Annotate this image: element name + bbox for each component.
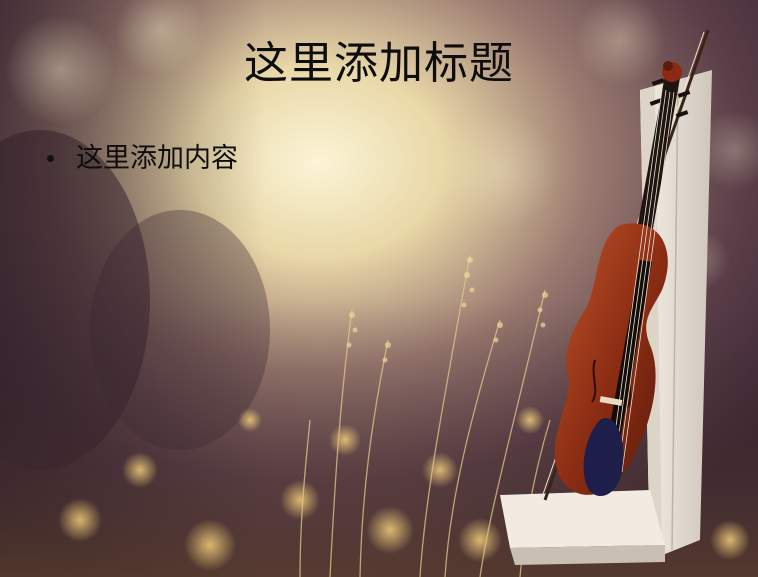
bullet-icon [47, 155, 54, 163]
violin-illustration [540, 29, 710, 501]
bullet-text: 这里添加内容 [76, 143, 238, 174]
slide-title: 这里添加标题 [244, 38, 514, 89]
bullet-item: 这里添加内容 [40, 140, 540, 178]
slide-content: 这里添加内容 [40, 140, 540, 178]
